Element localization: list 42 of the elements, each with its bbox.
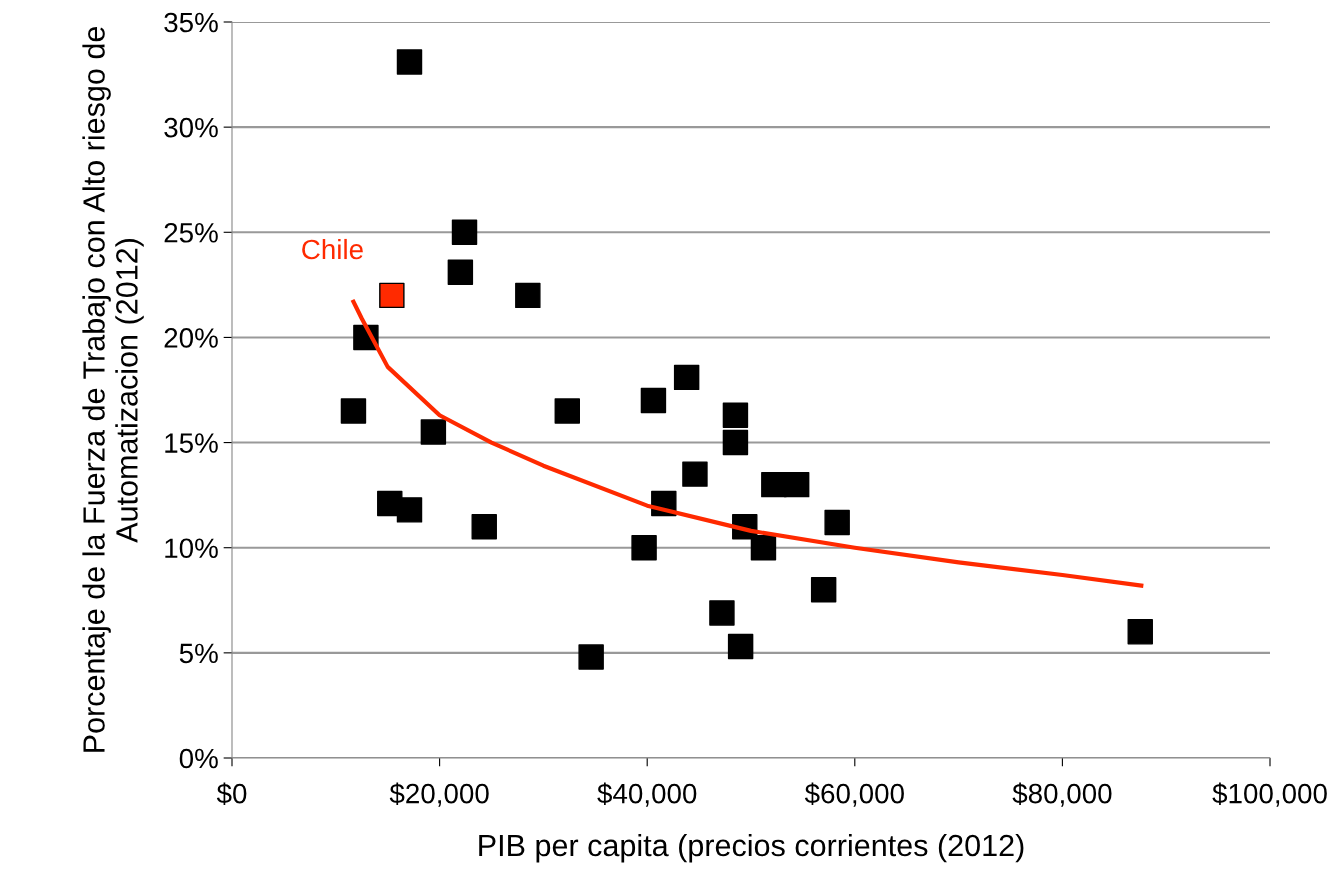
point: [471, 513, 497, 540]
point: [515, 282, 541, 309]
line-series: [351, 299, 1144, 588]
y-tick-label: 25%: [164, 222, 218, 243]
y-tick-label: 0%: [179, 748, 218, 769]
point: [722, 402, 749, 428]
point: [709, 600, 735, 626]
point: [750, 534, 777, 561]
point: [1127, 619, 1153, 645]
point: [810, 577, 837, 603]
y-tick-label: 30%: [164, 117, 218, 138]
y-tick-label: 15%: [165, 433, 218, 453]
x-tick-label: $20,000: [389, 782, 489, 807]
point: [640, 387, 667, 414]
point: [631, 534, 657, 561]
point: [727, 633, 754, 660]
x-tick-label: $80,000: [1012, 782, 1112, 807]
point: [447, 259, 474, 285]
x-tick-label: $0: [216, 782, 247, 806]
y-tick-label: 10%: [165, 538, 218, 559]
point: [578, 644, 604, 670]
y-tick-label: 20%: [164, 328, 218, 348]
point: [682, 461, 708, 487]
y-axis-title: Porcentaje de la Fuerza de Trabajo con Alto riesgo de Automatizacion (2012): [82, 26, 144, 752]
point: [824, 509, 850, 536]
point: [396, 49, 423, 75]
y-tick-label: 35%: [164, 12, 218, 33]
x-tick-label: $60,000: [804, 782, 904, 807]
point: [420, 419, 447, 445]
x-axis-title: PIB per capita (precios corrientes (2012): [479, 833, 1024, 863]
point: [554, 398, 580, 424]
point: [379, 282, 405, 309]
point: [783, 471, 810, 498]
point: [451, 219, 478, 246]
x-tick-label: $40,000: [597, 782, 697, 807]
x-tick-label: $100,000: [1212, 782, 1327, 807]
point: [340, 398, 367, 424]
point: [722, 429, 749, 456]
series-label: Chile: [302, 238, 363, 260]
point: [396, 497, 423, 523]
y-tick-label: 5%: [179, 643, 218, 664]
point: [673, 364, 700, 391]
